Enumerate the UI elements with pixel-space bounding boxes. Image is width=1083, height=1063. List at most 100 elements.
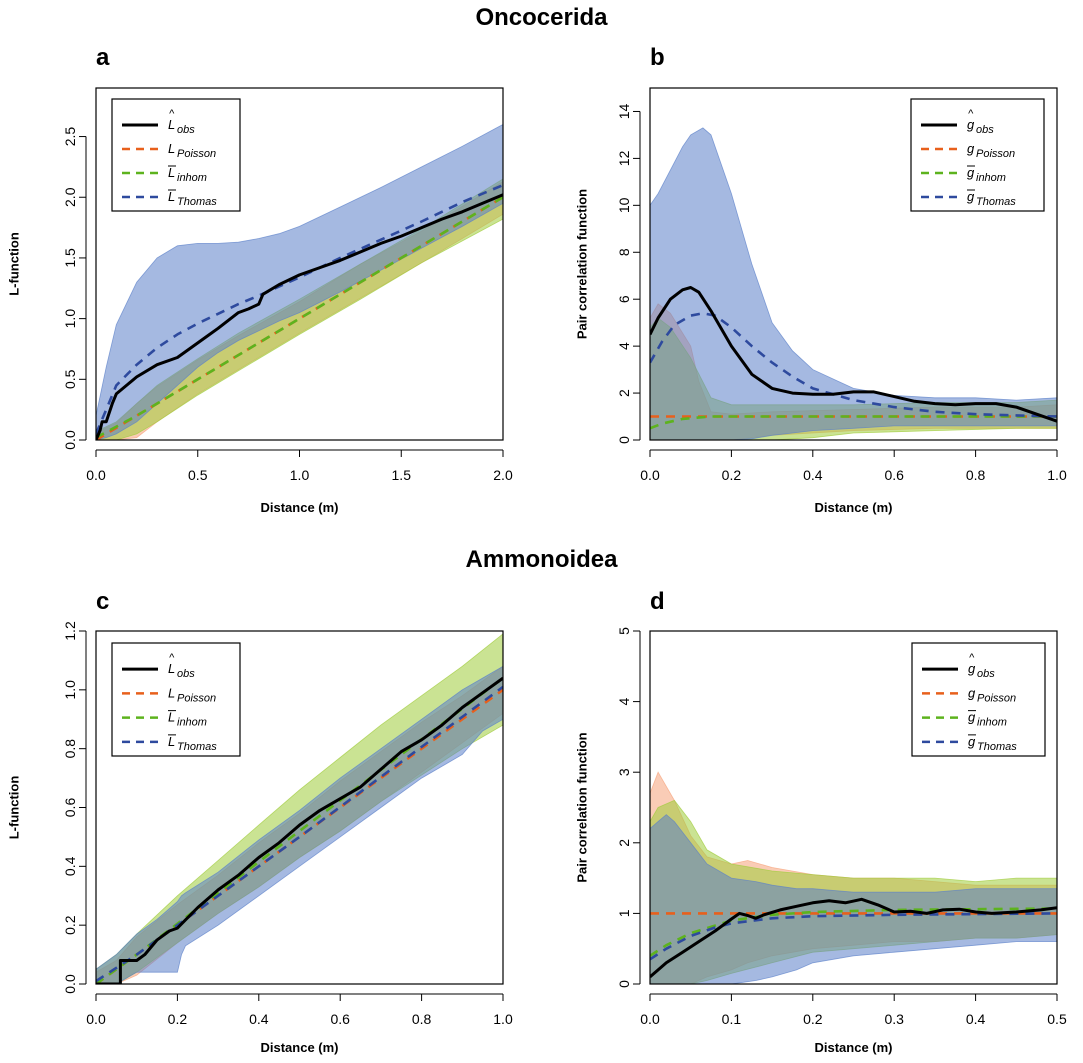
legend-label-poisson: Poisson [977,692,1016,704]
x-tick-label: 1.0 [290,467,310,483]
legend-symbol-observed: g [967,117,975,132]
legend-symbol-poisson: L [168,685,175,700]
legend-symbol-thomas: g [967,189,975,204]
y-tick-label: 2.5 [62,127,78,147]
legend-label-inhom: inhom [177,717,207,729]
legend-label-thomas: Thomas [977,741,1017,753]
y-tick-label: 1.2 [62,621,78,641]
legend-symbol-poisson: g [967,141,975,156]
panel-a-plot: 0.0 0.5 1.0 1.5 2.0 0.0 0.5 1.0 1.5 2.0 2.5 Distanc… [7,87,513,515]
legend-symbol-observed: L [168,117,175,132]
y-tick-label: 12 [616,150,632,166]
plot-frame [649,87,1058,441]
legend-symbol-observed: L [168,661,175,676]
x-tick-label: 0.4 [803,467,823,483]
y-tick-label: 2.0 [62,187,78,207]
legend-box [111,642,241,757]
y-tick-label: 0.2 [62,915,78,935]
legend-symbol-inhom: L [168,710,175,725]
panel-letter-d: d [650,588,665,615]
legend-symbol-poisson: g [968,685,976,700]
y-tick-label: 4 [616,342,632,350]
legend-box [911,642,1046,757]
x-tick-label: 2.0 [493,467,513,483]
panel-letter-c: c [96,588,110,615]
y-tick-label: 6 [616,295,632,303]
legend-label-thomas: Thomas [177,741,217,753]
x-tick-label: 0.1 [722,1011,742,1027]
y-tick-label: 4 [616,697,632,705]
y-axis-title: L-function [7,232,22,296]
x-axis-title: Distance (m) [260,1040,338,1055]
band-thomas-envelope [96,123,503,440]
panel-d-plot: 0.0 0.1 0.2 0.3 0.4 0.5 0 1 2 3 4 5 Distance (m) Pair… [575,627,1067,1055]
legend-symbol-inhom: g [968,710,976,725]
x-tick-label: 0.6 [330,1011,350,1027]
panel-b-plot-area [650,127,1057,440]
y-tick-label: 0 [616,436,632,444]
legend-hat-mark: ^ [969,652,975,664]
x-tick-label: 0.0 [86,1011,106,1027]
x-axis-title: Distance (m) [260,500,338,515]
panel-c-plot: 0.0 0.2 0.4 0.6 0.8 1.0 0.0 0.2 0.4 0.6 0.8 1.0 1.2 D… [7,621,513,1055]
legend-label-thomas: Thomas [976,196,1016,208]
legend-label-observed: obs [177,668,195,680]
legend-label-observed: obs [977,668,995,680]
legend-label-inhom: inhom [177,172,207,184]
y-axis-title: L-function [7,776,22,840]
legend-hat-mark: ^ [169,108,175,120]
legend-symbol-thomas: L [168,189,175,204]
y-tick-label: 0.5 [62,369,78,389]
series-thomas-line [96,183,503,435]
y-axis-title: Pair correlation function [575,732,590,882]
plot-frame [649,630,1058,985]
x-tick-label: 0.2 [803,1011,823,1027]
legend-label-observed: obs [976,124,994,136]
section-title-oncocerida: Oncocerida [475,4,608,31]
x-tick-label: 0.4 [249,1011,269,1027]
legend-label-poisson: Poisson [177,692,216,704]
y-tick-label: 0.0 [62,430,78,450]
y-tick-label: 0.8 [62,739,78,759]
series-inhom-line [96,196,503,439]
series-inhom-line [96,677,503,984]
series-observed-line [650,897,1057,979]
panel-letter-a: a [96,44,110,71]
y-tick-label: 2 [616,389,632,397]
y-tick-label: 0.0 [62,974,78,994]
legend-hat-mark: ^ [968,108,974,120]
series-thomas-line [650,912,1057,961]
y-tick-label: 1.0 [62,309,78,329]
series-observed-line [96,676,503,984]
legend-box [111,98,241,212]
x-tick-label: 0.5 [188,467,208,483]
legend-label-inhom: inhom [977,717,1007,729]
x-tick-label: 0.8 [966,467,986,483]
panel-d-plot-area [650,771,1057,984]
section-title-ammonoidea: Ammonoidea [465,546,618,573]
x-tick-label: 0.2 [168,1011,188,1027]
legend-label-thomas: Thomas [177,196,217,208]
x-tick-label: 0.8 [412,1011,432,1027]
series-observed-line [650,286,1057,423]
series-observed-line [96,193,503,440]
x-tick-label: 0.5 [1047,1011,1067,1027]
y-tick-label: 8 [616,248,632,256]
y-tick-label: 1.5 [62,248,78,268]
y-tick-label: 2 [616,839,632,847]
legend-symbol-inhom: g [967,165,975,180]
x-tick-label: 0.2 [722,467,742,483]
panel-a-plot-area [96,123,503,440]
y-tick-label: 10 [616,197,632,213]
x-tick-label: 0.6 [884,467,904,483]
x-tick-label: 0.0 [640,1011,660,1027]
legend-label-inhom: inhom [976,172,1006,184]
x-tick-label: 0.0 [640,467,660,483]
x-tick-label: 1.0 [493,1011,513,1027]
band-thomas-envelope [650,127,1057,440]
series-thomas-line [650,312,1057,418]
